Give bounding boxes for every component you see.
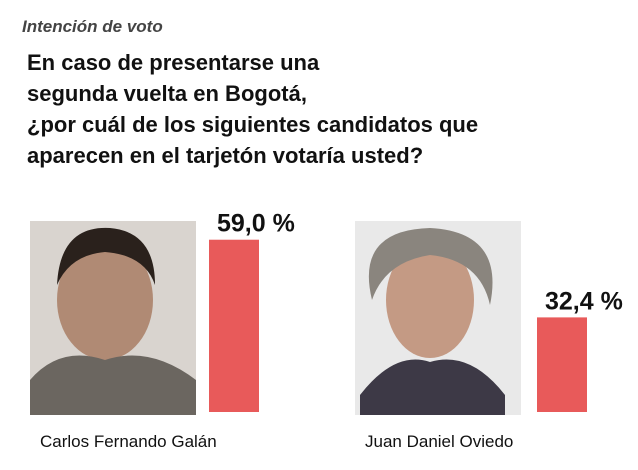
category-label: Carlos Fernando Galán xyxy=(40,432,217,451)
photo xyxy=(355,221,521,415)
chart-title: En caso de presentarse una segunda vuelt… xyxy=(27,50,479,168)
chart-subtitle: Intención de voto xyxy=(22,17,163,36)
value-label: 32,4 % xyxy=(545,287,623,315)
bar xyxy=(209,239,259,412)
value-label: 59,0 % xyxy=(217,210,295,238)
category-label: Juan Daniel Oviedo xyxy=(365,432,513,451)
photo xyxy=(30,221,196,415)
bar xyxy=(537,317,587,412)
